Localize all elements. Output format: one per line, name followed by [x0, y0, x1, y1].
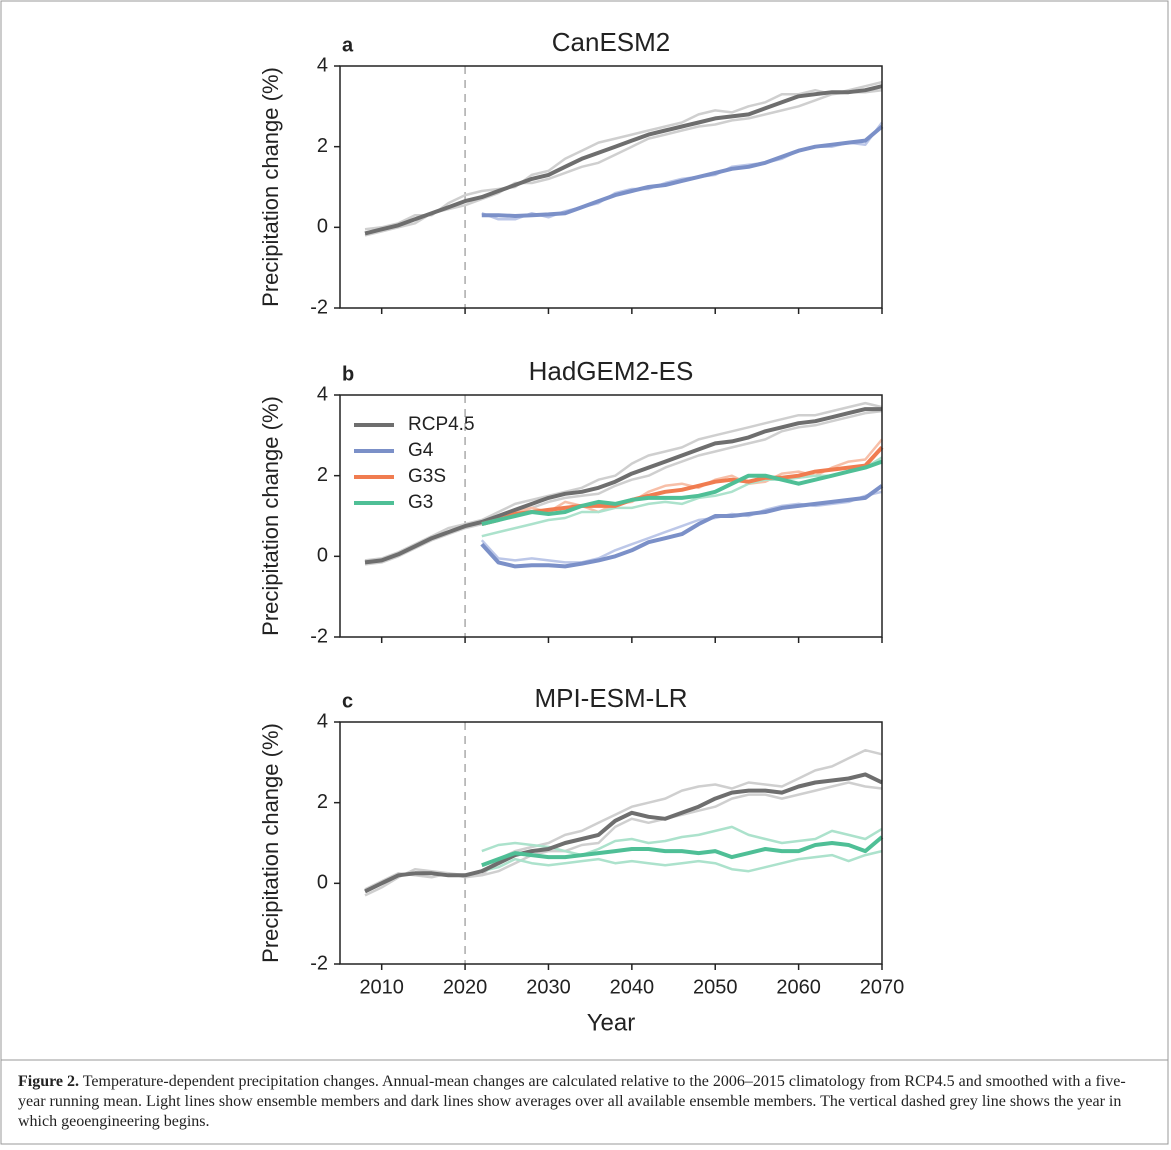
legend-label: G3S [408, 466, 446, 487]
y-axis-label: Precipitation change (%) [258, 723, 283, 963]
plot-frame [339, 65, 883, 309]
member-line [481, 456, 883, 538]
plot-frame [339, 394, 883, 638]
y-tick-label: -2 [310, 625, 328, 647]
member-line [481, 849, 883, 873]
series-line [481, 446, 884, 527]
panel-label: b [342, 363, 354, 385]
panel-label: a [342, 34, 354, 56]
x-axis-label: Year [587, 1009, 636, 1036]
y-axis-label: Precipitation change (%) [258, 396, 283, 636]
series-line [481, 835, 884, 868]
caption-text: Temperature-dependent precipitation chan… [18, 1073, 1126, 1130]
y-tick-label: 2 [317, 135, 328, 157]
series-line [364, 407, 882, 565]
y-tick-label: 4 [317, 54, 328, 76]
x-tick-label: 2050 [693, 976, 738, 998]
caption-label: Figure 2. [18, 1073, 80, 1090]
y-tick-label: 2 [317, 791, 328, 813]
member-line [364, 88, 883, 237]
series-line [480, 484, 884, 569]
legend-label: G3 [408, 492, 433, 513]
y-tick-label: 0 [317, 545, 328, 567]
y-tick-label: 0 [317, 216, 328, 238]
x-tick-label: 2040 [610, 976, 655, 998]
series-line [364, 772, 883, 894]
x-tick-label: 2060 [776, 976, 821, 998]
member-line [481, 121, 883, 221]
plot-frame [339, 721, 883, 965]
y-tick-label: -2 [310, 952, 328, 974]
chart-title: HadGEM2-ES [529, 356, 694, 386]
y-tick-label: 4 [317, 710, 328, 732]
panel-label: c [342, 690, 353, 712]
y-tick-label: -2 [310, 296, 328, 318]
y-tick-label: 4 [317, 383, 328, 405]
member-line [364, 401, 883, 562]
legend-label: G4 [408, 440, 434, 461]
x-tick-label: 2030 [526, 976, 571, 998]
y-tick-label: 2 [317, 464, 328, 486]
legend-label: RCP4.5 [408, 414, 475, 435]
y-axis-label: Precipitation change (%) [258, 67, 283, 307]
caption: Figure 2. Temperature-dependent precipit… [18, 1072, 1153, 1132]
member-line [364, 80, 883, 231]
series-line [364, 84, 883, 236]
series-line [481, 124, 884, 218]
x-tick-label: 2020 [443, 976, 488, 998]
y-tick-label: 0 [317, 872, 328, 894]
chart-title: CanESM2 [552, 27, 671, 57]
chart-title: MPI-ESM-LR [534, 683, 687, 713]
x-tick-label: 2010 [359, 976, 404, 998]
series-line [481, 459, 883, 527]
x-tick-label: 2070 [860, 976, 905, 998]
